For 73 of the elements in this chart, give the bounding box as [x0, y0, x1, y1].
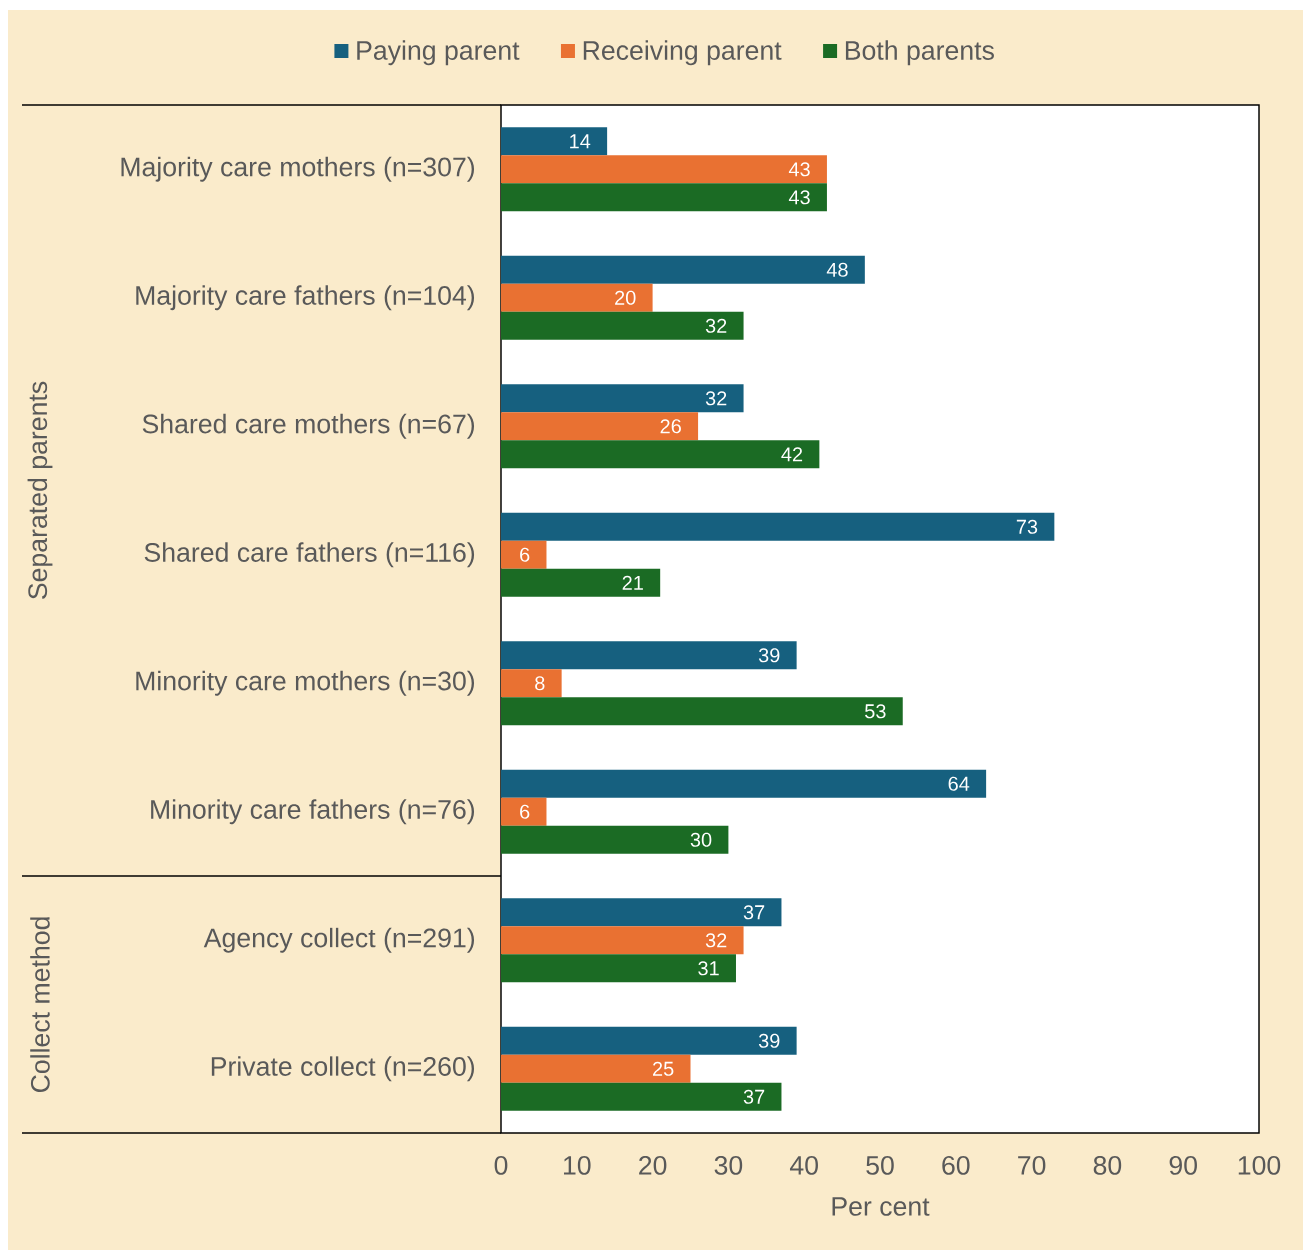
data-label: 25 — [652, 1061, 674, 1076]
bar — [501, 926, 744, 955]
data-label: 42 — [781, 447, 803, 462]
bar — [501, 412, 699, 441]
bar — [501, 512, 1055, 541]
x-tick-label: 70 — [1018, 1155, 1046, 1175]
data-label: 39 — [758, 1033, 780, 1048]
bar — [501, 283, 653, 312]
data-label: 37 — [743, 905, 765, 920]
text: Separated parents — [27, 381, 53, 599]
data-label: 64 — [948, 776, 970, 791]
text: Collect method — [30, 917, 50, 1093]
x-tick-label: 90 — [1169, 1155, 1197, 1175]
data-label: 32 — [705, 933, 727, 948]
legend-label: Receiving parent — [583, 40, 782, 66]
bar — [501, 540, 547, 569]
x-axis-title: Per cent — [832, 1197, 930, 1216]
x-tick-label: 0 — [494, 1155, 508, 1175]
bar — [501, 769, 987, 798]
data-label: 30 — [690, 832, 712, 847]
bar — [501, 954, 736, 983]
bar — [501, 669, 562, 698]
data-label: 21 — [622, 575, 643, 590]
bar — [501, 255, 865, 284]
y-tick-label: Majority care fathers (n=104) — [136, 285, 475, 311]
y-tick-label: Agency collect (n=291) — [203, 927, 475, 953]
x-tick-label: 80 — [1093, 1155, 1122, 1175]
bar — [501, 311, 744, 340]
data-label: 43 — [788, 162, 810, 177]
bar — [501, 825, 729, 854]
x-tick-label: 20 — [639, 1155, 667, 1175]
bar — [501, 384, 744, 413]
x-tick-label: 60 — [942, 1155, 970, 1175]
data-label: 14 — [570, 134, 591, 149]
data-label: 37 — [743, 1089, 765, 1104]
bar — [501, 898, 782, 927]
legend-label: Both parents — [845, 40, 994, 66]
x-tick-label: 10 — [564, 1155, 591, 1175]
x-tick-label: 50 — [866, 1155, 894, 1175]
bar — [501, 641, 797, 670]
bar — [501, 1026, 797, 1055]
bar — [501, 797, 547, 826]
data-label: 32 — [705, 318, 727, 333]
x-tick-label: 30 — [714, 1155, 743, 1175]
data-label: 26 — [660, 419, 681, 434]
y-tick-label: Majority care mothers (n=307) — [121, 156, 475, 182]
data-label: 6 — [520, 804, 530, 819]
y-tick-label: Private collect (n=260) — [211, 1056, 475, 1082]
bar — [501, 1082, 782, 1111]
data-label: 8 — [535, 676, 545, 691]
x-tick-label: 100 — [1238, 1155, 1281, 1175]
bar — [501, 697, 903, 726]
data-label: 73 — [1016, 519, 1038, 534]
data-label: 53 — [865, 704, 886, 719]
y-tick-label: Minority care mothers (n=30) — [136, 670, 475, 696]
bar — [501, 1054, 691, 1083]
data-label: 43 — [788, 190, 810, 205]
y-tick-label: Shared care mothers (n=67) — [142, 413, 475, 439]
bar — [501, 127, 608, 156]
y-tick-label: Shared care fathers (n=116) — [144, 542, 475, 568]
bar — [501, 440, 820, 469]
data-label: 31 — [698, 961, 719, 976]
data-label: 48 — [826, 262, 848, 277]
data-label: 6 — [520, 547, 530, 562]
x-tick-label: 40 — [789, 1155, 818, 1175]
data-label: 32 — [705, 391, 727, 406]
data-label: 20 — [615, 290, 636, 305]
data-label: 39 — [758, 648, 780, 663]
bar — [501, 183, 827, 212]
y-tick-label: Minority care fathers (n=76) — [151, 799, 475, 825]
legend-label: Paying parent — [357, 40, 520, 66]
bar — [501, 155, 827, 184]
bar — [501, 568, 661, 597]
